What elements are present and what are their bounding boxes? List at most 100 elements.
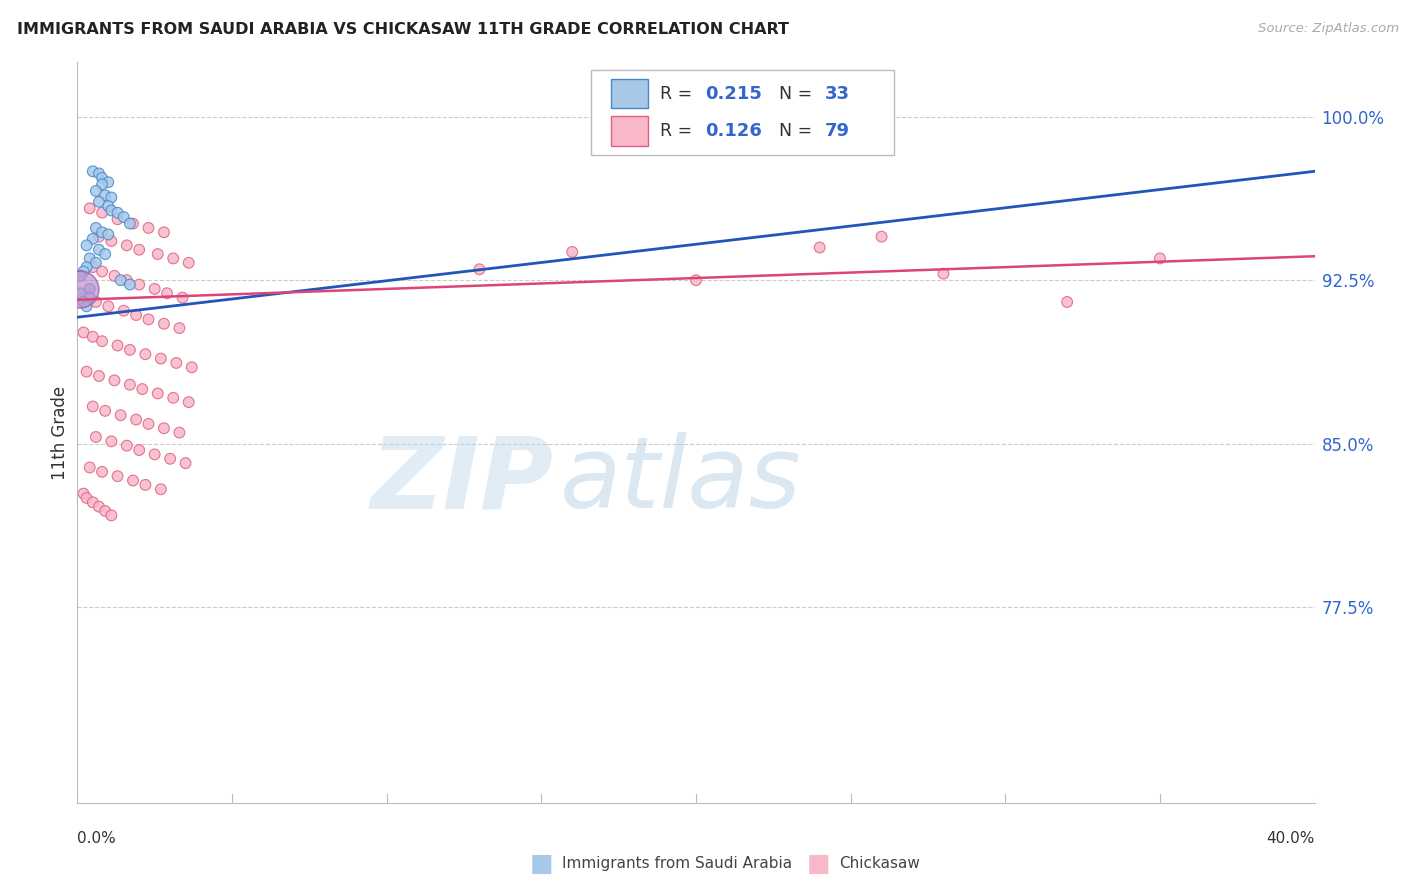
Point bbox=[118, 343, 141, 357]
Point bbox=[82, 495, 104, 509]
Point bbox=[122, 217, 145, 231]
Point bbox=[138, 312, 160, 326]
Point bbox=[169, 321, 191, 335]
Bar bbox=[610, 78, 648, 109]
Text: Source: ZipAtlas.com: Source: ZipAtlas.com bbox=[1258, 22, 1399, 36]
Text: 0.126: 0.126 bbox=[704, 122, 762, 140]
Text: ■: ■ bbox=[807, 852, 830, 875]
Point bbox=[76, 260, 98, 274]
Point bbox=[149, 351, 172, 366]
Point bbox=[128, 443, 150, 458]
Point bbox=[84, 430, 107, 444]
Point bbox=[118, 277, 141, 292]
Point bbox=[94, 404, 117, 418]
Point bbox=[153, 317, 176, 331]
Point bbox=[72, 295, 94, 310]
Point bbox=[177, 256, 200, 270]
Point bbox=[162, 391, 184, 405]
Point bbox=[97, 199, 120, 213]
Point bbox=[131, 382, 153, 396]
Point bbox=[107, 338, 129, 352]
Point bbox=[87, 229, 110, 244]
Text: ZIP: ZIP bbox=[371, 433, 554, 529]
Point bbox=[100, 234, 122, 248]
Point bbox=[91, 170, 114, 185]
Point bbox=[153, 421, 176, 435]
Point bbox=[76, 491, 98, 505]
Point bbox=[112, 303, 135, 318]
Point bbox=[100, 508, 122, 523]
Point bbox=[146, 247, 169, 261]
Point bbox=[82, 260, 104, 274]
Point bbox=[932, 267, 955, 281]
Point bbox=[115, 439, 138, 453]
Point bbox=[149, 482, 172, 496]
Point bbox=[94, 247, 117, 261]
Point bbox=[153, 225, 176, 239]
Point bbox=[138, 221, 160, 235]
Point bbox=[561, 244, 583, 259]
Point bbox=[1056, 295, 1078, 310]
Point bbox=[100, 434, 122, 449]
Point bbox=[91, 178, 114, 192]
Point bbox=[79, 202, 101, 216]
Point bbox=[76, 365, 98, 379]
Point bbox=[1149, 252, 1171, 266]
Point bbox=[125, 412, 148, 426]
Point bbox=[97, 299, 120, 313]
Text: 33: 33 bbox=[825, 85, 849, 103]
Point bbox=[110, 408, 132, 422]
Text: N =: N = bbox=[779, 85, 818, 103]
Point bbox=[143, 282, 166, 296]
Point bbox=[107, 205, 129, 219]
Text: Immigrants from Saudi Arabia: Immigrants from Saudi Arabia bbox=[562, 856, 793, 871]
Point bbox=[146, 386, 169, 401]
Point bbox=[72, 264, 94, 278]
Point bbox=[122, 474, 145, 488]
Point bbox=[180, 360, 202, 375]
Point bbox=[118, 217, 141, 231]
Point bbox=[174, 456, 197, 470]
Point bbox=[79, 282, 101, 296]
Text: R =: R = bbox=[659, 85, 697, 103]
Point bbox=[91, 264, 114, 278]
Point bbox=[82, 330, 104, 344]
Point bbox=[72, 326, 94, 340]
Text: ■: ■ bbox=[530, 852, 553, 875]
Point bbox=[169, 425, 191, 440]
Text: Chickasaw: Chickasaw bbox=[839, 856, 921, 871]
Point bbox=[72, 486, 94, 500]
Text: 79: 79 bbox=[825, 122, 849, 140]
Point bbox=[107, 212, 129, 227]
Point bbox=[79, 460, 101, 475]
Point bbox=[82, 232, 104, 246]
Point bbox=[91, 334, 114, 348]
Text: 0.215: 0.215 bbox=[704, 85, 762, 103]
Point bbox=[128, 243, 150, 257]
Point bbox=[125, 308, 148, 322]
FancyBboxPatch shape bbox=[591, 70, 894, 155]
Text: R =: R = bbox=[659, 122, 697, 140]
Point bbox=[468, 262, 491, 277]
Point bbox=[84, 221, 107, 235]
Point bbox=[112, 210, 135, 224]
Point bbox=[79, 252, 101, 266]
Point bbox=[177, 395, 200, 409]
Point bbox=[82, 164, 104, 178]
Point bbox=[165, 356, 187, 370]
Point bbox=[156, 286, 179, 301]
Point bbox=[138, 417, 160, 431]
Text: N =: N = bbox=[779, 122, 818, 140]
Point bbox=[87, 500, 110, 514]
Point bbox=[76, 238, 98, 252]
Point bbox=[162, 252, 184, 266]
Y-axis label: 11th Grade: 11th Grade bbox=[51, 385, 69, 480]
Point bbox=[79, 291, 101, 305]
Point bbox=[97, 227, 120, 242]
Point bbox=[685, 273, 707, 287]
Point bbox=[69, 268, 91, 283]
Point bbox=[110, 273, 132, 287]
Point bbox=[94, 188, 117, 202]
Point bbox=[82, 400, 104, 414]
Point bbox=[87, 243, 110, 257]
